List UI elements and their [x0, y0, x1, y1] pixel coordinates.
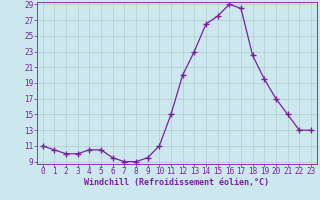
- X-axis label: Windchill (Refroidissement éolien,°C): Windchill (Refroidissement éolien,°C): [84, 178, 269, 187]
